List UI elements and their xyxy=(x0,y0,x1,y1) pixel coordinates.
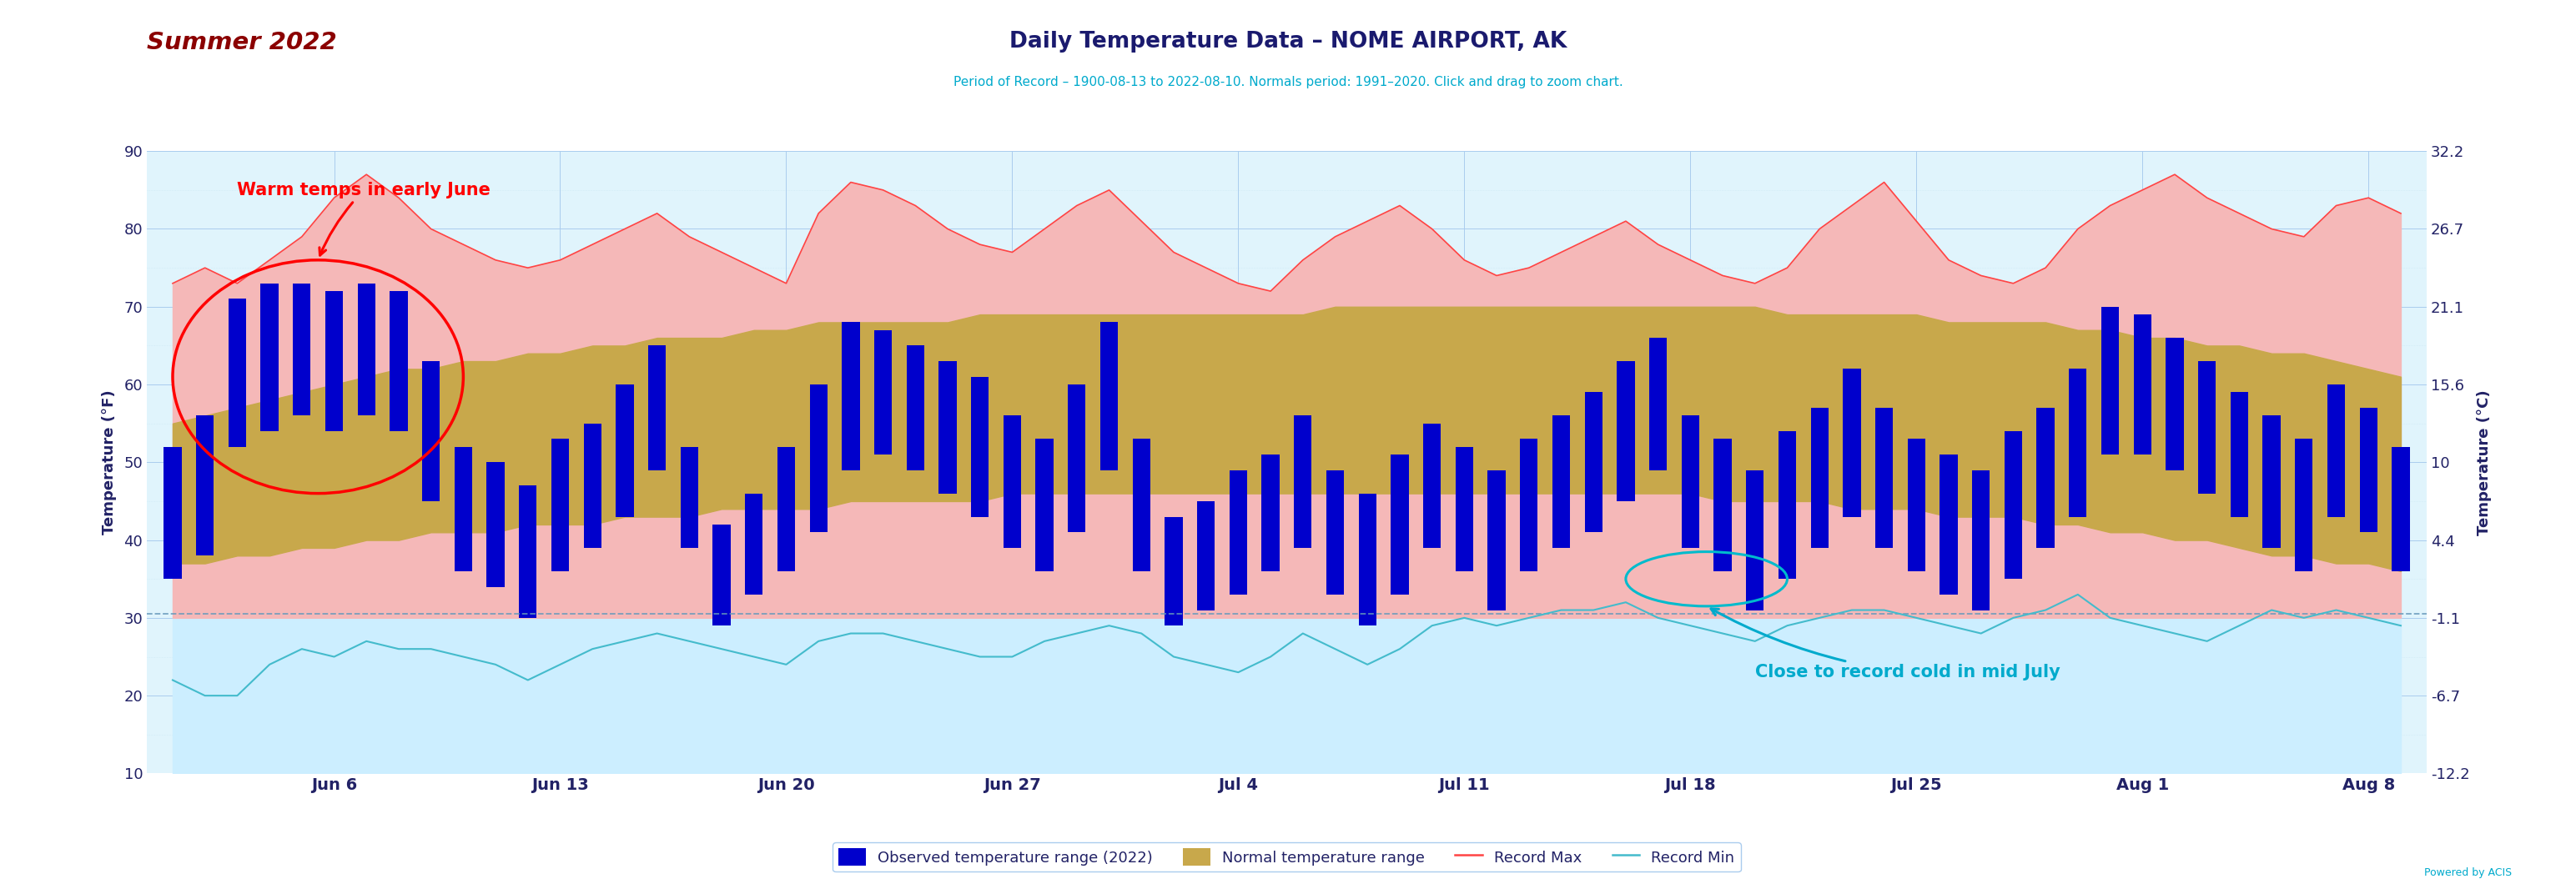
Bar xyxy=(2231,392,2249,517)
Bar xyxy=(1358,493,1376,626)
Bar xyxy=(1940,454,1958,595)
Bar xyxy=(518,485,536,618)
Bar xyxy=(649,346,667,470)
Y-axis label: Temperature (°C): Temperature (°C) xyxy=(2476,389,2491,535)
Bar xyxy=(1875,408,1893,548)
Bar xyxy=(1747,470,1765,610)
Text: Powered by ACIS: Powered by ACIS xyxy=(2424,868,2512,878)
Bar xyxy=(938,361,956,493)
Bar xyxy=(1327,470,1345,595)
Bar xyxy=(1100,323,1118,470)
Bar xyxy=(1262,454,1280,572)
Bar xyxy=(2295,439,2313,572)
Bar xyxy=(2038,408,2056,548)
Bar xyxy=(1133,439,1151,572)
Bar xyxy=(1842,369,1860,517)
Bar xyxy=(1229,470,1247,595)
Bar xyxy=(680,447,698,548)
Legend: Observed temperature range (2022), Normal temperature range, Record Max, Record : Observed temperature range (2022), Norma… xyxy=(832,842,1741,872)
Bar xyxy=(809,385,827,533)
Bar xyxy=(842,323,860,470)
Bar xyxy=(1069,385,1084,533)
Bar xyxy=(2360,408,2378,533)
Text: Period of Record – 1900-08-13 to 2022-08-10. Normals period: 1991–2020. Click an: Period of Record – 1900-08-13 to 2022-08… xyxy=(953,76,1623,88)
Text: Close to record cold in mid July: Close to record cold in mid July xyxy=(1710,609,2061,681)
Bar xyxy=(1489,470,1504,610)
Bar xyxy=(1811,408,1829,548)
Bar xyxy=(1906,439,1924,572)
Bar xyxy=(1682,416,1700,548)
Bar xyxy=(1164,517,1182,626)
Bar xyxy=(2326,385,2344,517)
Bar xyxy=(165,447,180,579)
Bar xyxy=(1777,431,1795,579)
Bar xyxy=(1293,416,1311,548)
Text: Daily Temperature Data – NOME AIRPORT, AK: Daily Temperature Data – NOME AIRPORT, A… xyxy=(1010,31,1566,52)
Bar xyxy=(551,439,569,572)
Bar xyxy=(585,423,600,548)
Bar xyxy=(1553,416,1569,548)
Bar xyxy=(2197,361,2215,493)
Bar xyxy=(358,284,376,416)
Bar xyxy=(2102,307,2120,454)
Bar xyxy=(1713,439,1731,572)
Bar xyxy=(1422,423,1440,548)
Text: Summer 2022: Summer 2022 xyxy=(147,31,337,54)
Bar xyxy=(1005,416,1020,548)
Bar xyxy=(778,447,796,572)
Bar xyxy=(294,284,312,416)
Bar xyxy=(1973,470,1989,610)
Bar xyxy=(1036,439,1054,572)
Bar xyxy=(971,377,989,517)
Bar xyxy=(2004,431,2022,579)
Bar xyxy=(1649,338,1667,470)
Bar xyxy=(907,346,925,470)
Bar xyxy=(325,292,343,431)
Bar xyxy=(2133,315,2151,454)
Bar xyxy=(1198,501,1216,610)
Y-axis label: Temperature (°F): Temperature (°F) xyxy=(103,390,116,534)
Bar xyxy=(196,416,214,556)
Bar xyxy=(714,525,732,626)
Bar xyxy=(1391,454,1409,595)
Bar xyxy=(616,385,634,517)
Text: Warm temps in early June: Warm temps in early June xyxy=(237,181,492,255)
Bar xyxy=(422,361,440,501)
Bar xyxy=(229,299,247,447)
Bar xyxy=(873,330,891,454)
Bar xyxy=(260,284,278,431)
Bar xyxy=(2393,447,2409,572)
Bar xyxy=(1455,447,1473,572)
Bar xyxy=(1584,392,1602,533)
Bar xyxy=(389,292,407,431)
Bar xyxy=(2262,416,2280,548)
Bar xyxy=(744,493,762,595)
Bar xyxy=(1618,361,1636,501)
Bar xyxy=(487,462,505,587)
Bar xyxy=(1520,439,1538,572)
Bar xyxy=(2166,338,2184,470)
Bar xyxy=(2069,369,2087,517)
Bar xyxy=(453,447,471,572)
